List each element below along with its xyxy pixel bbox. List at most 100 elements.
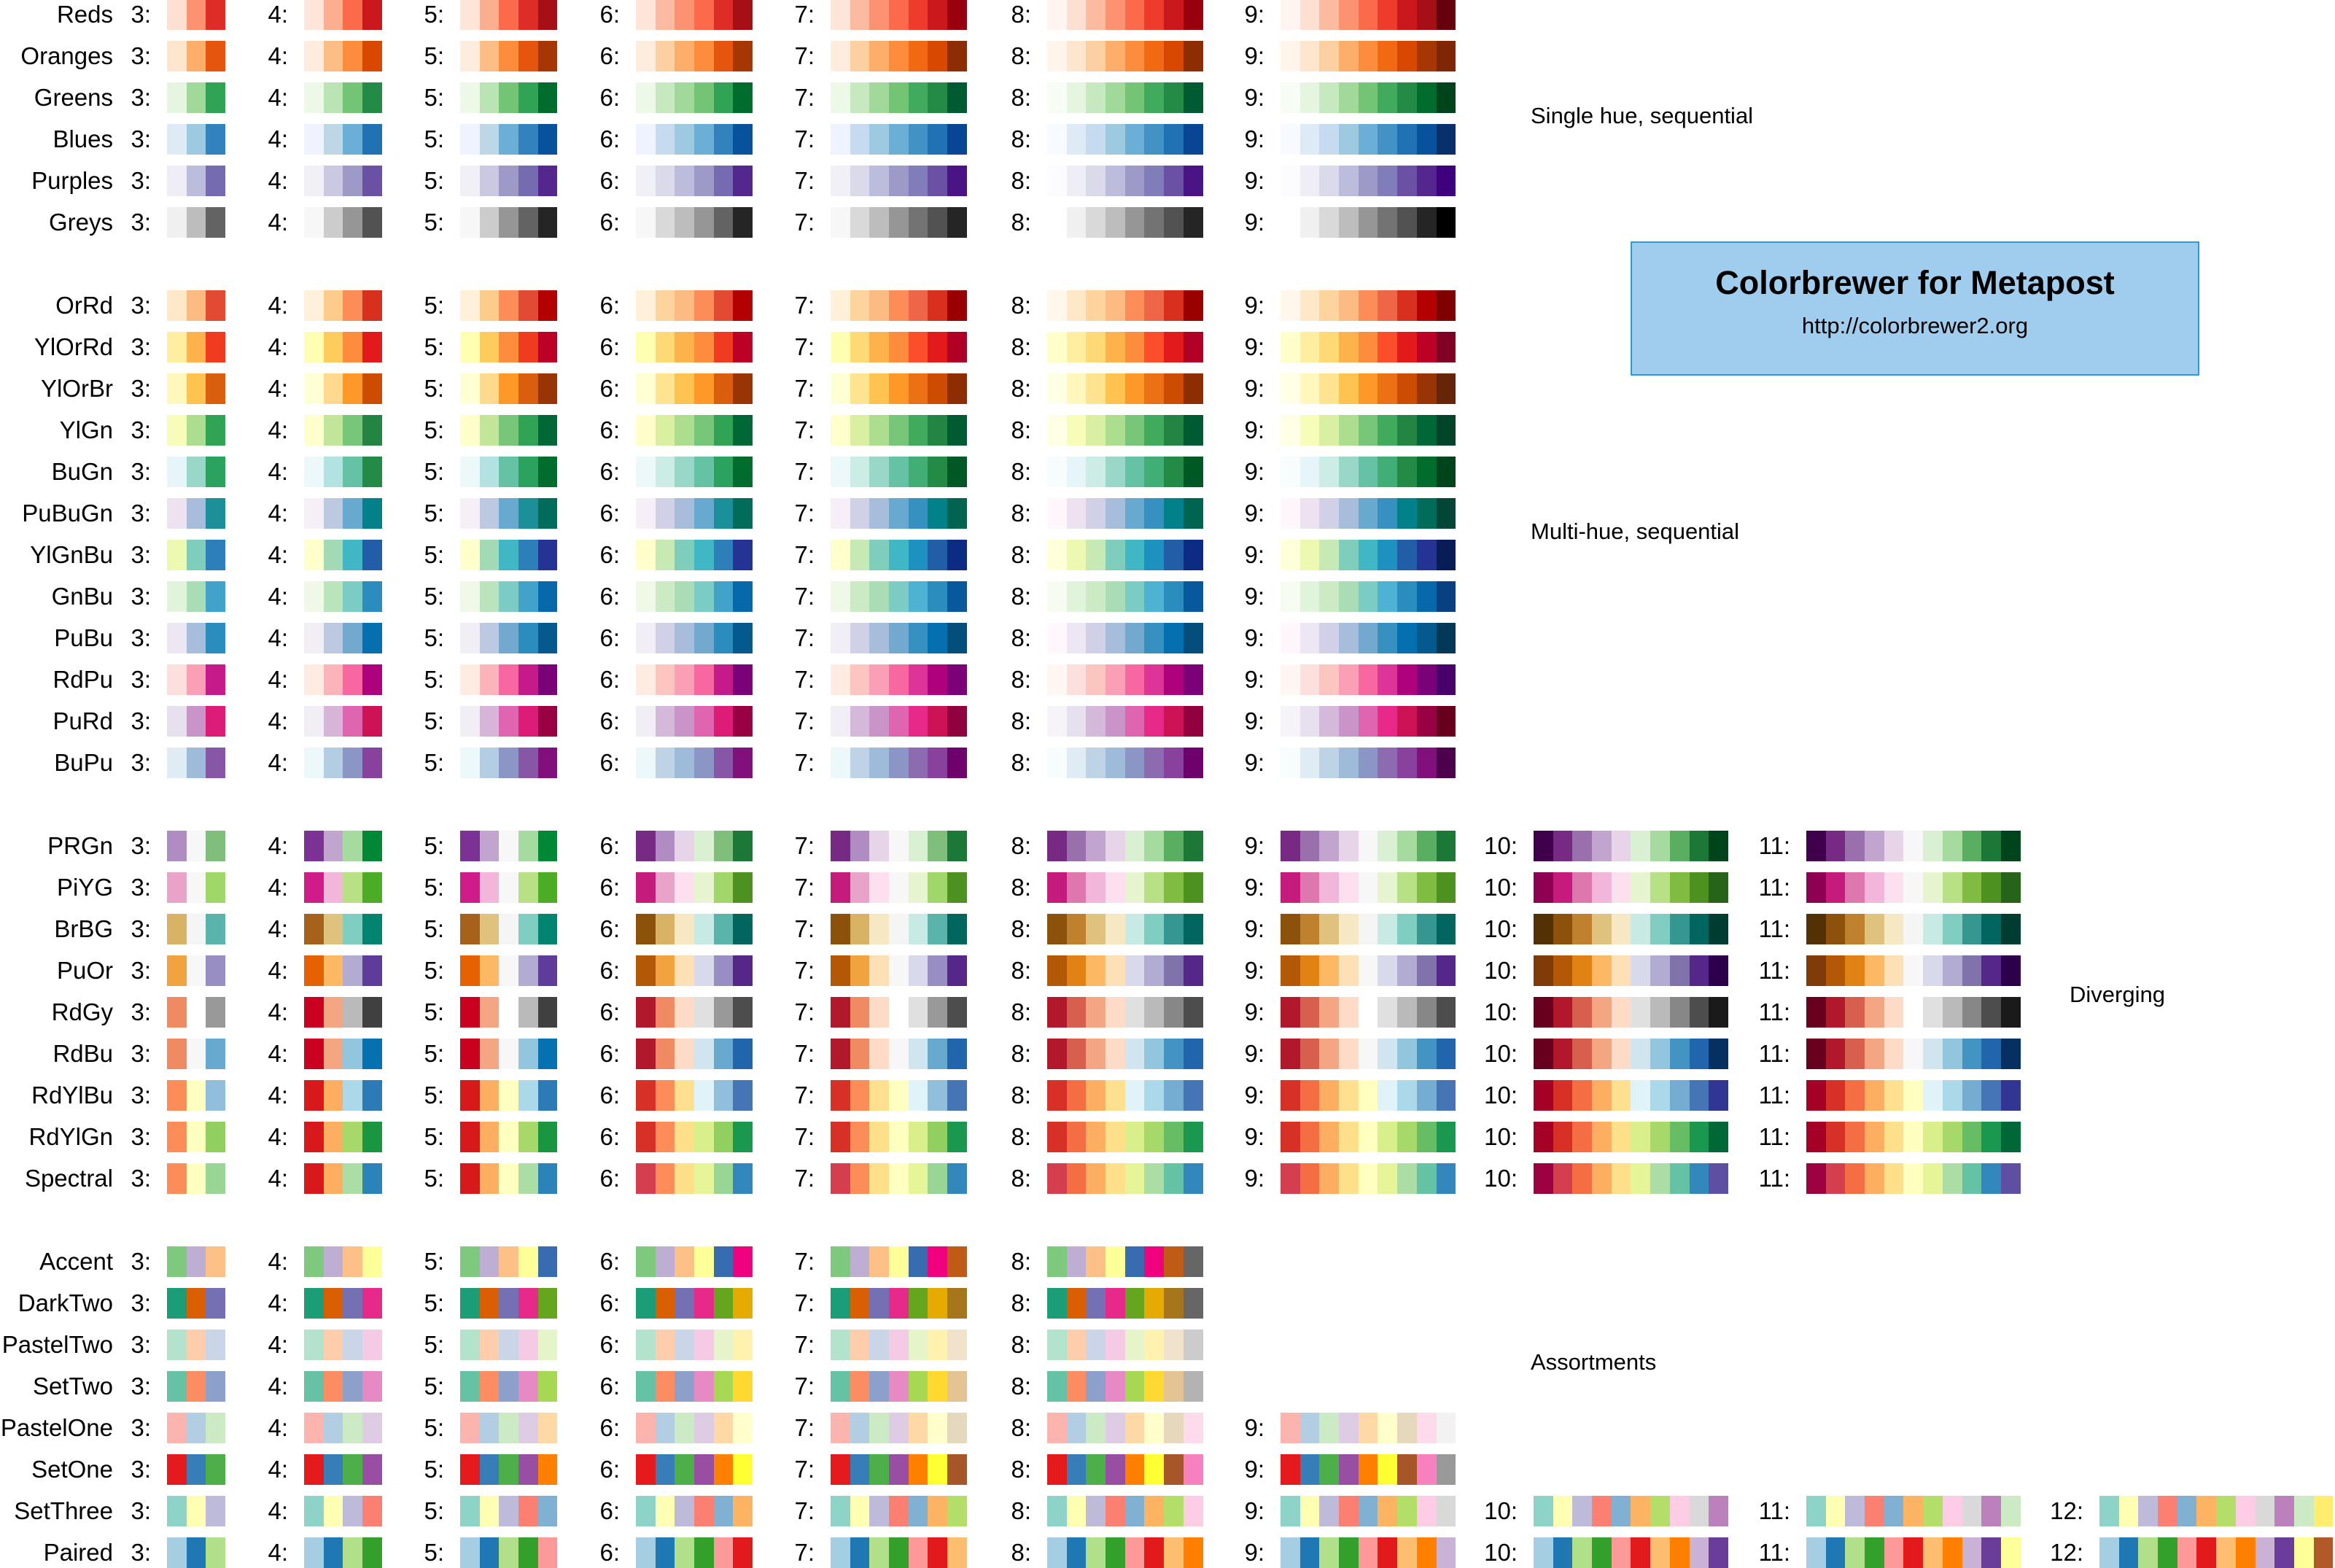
palette-name-ylgn: YlGn <box>59 416 113 443</box>
color-swatch <box>537 706 558 737</box>
color-swatch <box>1144 1413 1165 1443</box>
color-swatch <box>1047 914 1067 944</box>
color-swatch <box>479 914 500 944</box>
color-swatch <box>1378 290 1398 321</box>
color-swatch <box>1106 82 1125 113</box>
class-count-label: 7: <box>794 749 815 776</box>
color-swatch <box>831 457 850 487</box>
color-swatch <box>947 290 967 321</box>
color-swatch <box>1397 1454 1417 1485</box>
class-count-label: 8: <box>1011 333 1031 360</box>
color-swatch <box>2000 1163 2021 1194</box>
color-swatch <box>323 955 343 986</box>
palette-purd-3 <box>167 706 226 737</box>
color-swatch <box>1631 914 1651 944</box>
palette-name-pastelone: PastelOne <box>0 1414 113 1441</box>
color-swatch <box>1631 1039 1651 1069</box>
class-count-label: 3: <box>131 42 151 69</box>
palette-setthree-8 <box>1047 1496 1203 1526</box>
class-count-label: 7: <box>794 1539 815 1566</box>
color-swatch <box>1281 1080 1300 1111</box>
color-swatch <box>1047 1371 1067 1402</box>
color-swatch <box>1358 540 1378 570</box>
color-swatch <box>675 748 695 778</box>
color-swatch <box>186 1122 206 1152</box>
palette-settwo-5 <box>460 1371 558 1402</box>
color-swatch <box>1572 1122 1593 1152</box>
color-swatch <box>499 124 519 155</box>
color-swatch <box>908 332 928 362</box>
color-swatch <box>186 124 206 155</box>
palette-paired-11 <box>1806 1537 2021 1568</box>
color-swatch <box>1981 997 2001 1028</box>
color-swatch <box>537 623 558 653</box>
class-count-label: 8: <box>1011 666 1031 693</box>
palette-purples-5 <box>460 166 558 196</box>
color-swatch <box>2138 1496 2159 1526</box>
color-swatch <box>186 664 206 695</box>
color-swatch <box>1086 914 1106 944</box>
color-swatch <box>947 872 967 903</box>
color-swatch <box>1358 0 1378 30</box>
color-swatch <box>655 166 675 196</box>
color-swatch <box>1709 914 1728 944</box>
color-swatch <box>1806 1080 1826 1111</box>
color-swatch <box>167 1496 187 1526</box>
class-count-label: 9: <box>1244 125 1264 152</box>
color-swatch <box>831 1454 850 1485</box>
color-swatch <box>889 1288 909 1319</box>
color-swatch <box>1124 1039 1145 1069</box>
class-count-label: 7: <box>794 1289 815 1316</box>
color-swatch <box>1962 1496 1982 1526</box>
color-swatch <box>1378 415 1398 446</box>
color-swatch <box>304 457 324 487</box>
class-count-label: 7: <box>794 42 815 69</box>
color-swatch <box>304 623 324 653</box>
color-swatch <box>1806 1039 1826 1069</box>
color-swatch <box>537 207 558 238</box>
color-swatch <box>1709 1163 1728 1194</box>
class-count-label: 4: <box>268 292 288 319</box>
color-swatch <box>1086 332 1106 362</box>
color-swatch <box>1689 1537 1709 1568</box>
color-swatch <box>713 1537 734 1568</box>
color-swatch <box>1281 623 1300 653</box>
color-swatch <box>1689 872 1709 903</box>
palette-darktwo-8 <box>1047 1288 1203 1319</box>
palette-pasteltwo-4 <box>304 1330 382 1360</box>
color-swatch <box>1339 1537 1359 1568</box>
palette-name-puor: PuOr <box>56 957 113 984</box>
color-swatch <box>908 540 928 570</box>
color-swatch <box>518 373 538 404</box>
color-swatch <box>694 1163 714 1194</box>
color-swatch <box>1592 1496 1612 1526</box>
class-count-label: 11: <box>1758 1539 1790 1566</box>
color-swatch <box>908 1371 928 1402</box>
class-count-label: 7: <box>794 1165 815 1192</box>
palette-settwo-4 <box>304 1371 382 1402</box>
color-swatch <box>1378 997 1398 1028</box>
palette-bupu-7 <box>831 748 967 778</box>
color-swatch <box>1124 706 1145 737</box>
palette-name-oranges: Oranges <box>20 42 113 69</box>
palette-reds-5 <box>460 0 558 30</box>
palette-setthree-5 <box>460 1496 558 1526</box>
palette-greens-8 <box>1047 82 1203 113</box>
color-swatch <box>1086 831 1106 861</box>
color-swatch <box>206 1288 226 1319</box>
class-count-label: 3: <box>131 1040 151 1067</box>
color-swatch <box>1339 166 1359 196</box>
palette-greens-7 <box>831 82 967 113</box>
palette-name-purd: PuRd <box>53 707 113 734</box>
palette-darktwo-5 <box>460 1288 558 1319</box>
color-swatch <box>947 706 967 737</box>
color-swatch <box>636 457 656 487</box>
palette-spectral-4 <box>304 1163 382 1194</box>
palette-bugn-7 <box>831 457 967 487</box>
color-swatch <box>694 1080 714 1111</box>
color-swatch <box>1436 457 1456 487</box>
color-swatch <box>537 997 558 1028</box>
color-swatch <box>1534 955 1553 986</box>
palette-piyg-11 <box>1806 872 2021 903</box>
color-swatch <box>1650 831 1670 861</box>
